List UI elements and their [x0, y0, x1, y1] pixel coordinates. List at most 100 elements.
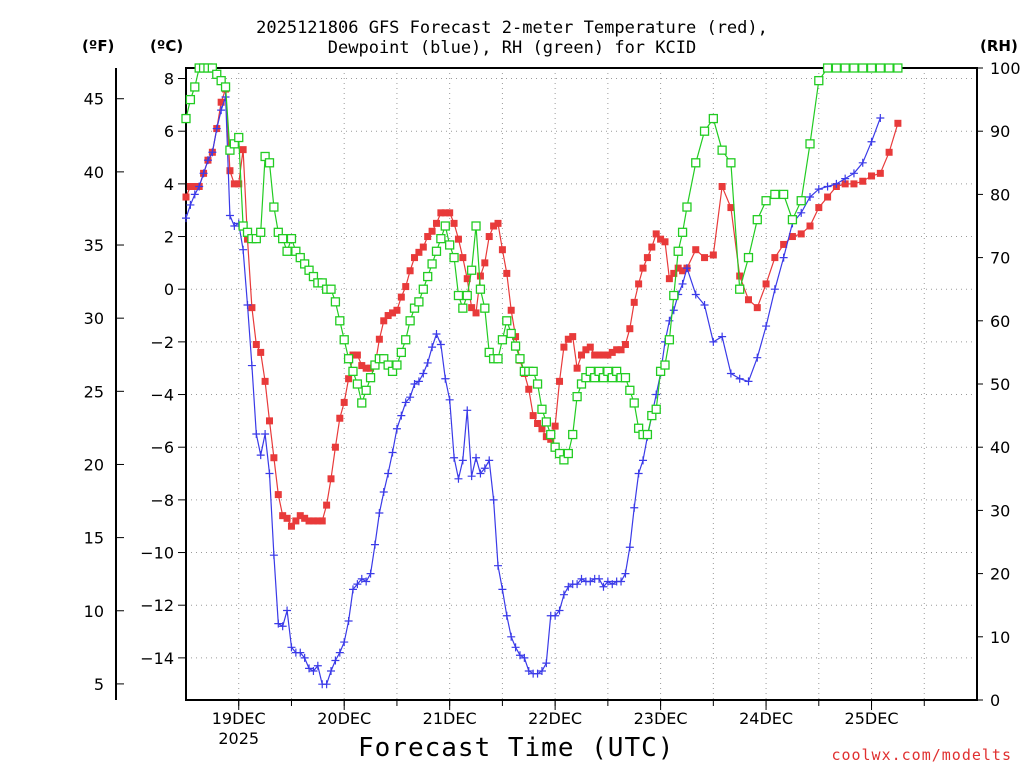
rh-tick-label: 90 — [990, 122, 1010, 141]
temperature-point — [336, 414, 344, 422]
celsius-tick-label: −6 — [150, 438, 174, 457]
rh-point — [445, 240, 455, 250]
temperature-point — [459, 254, 467, 262]
temperature-point — [283, 514, 291, 522]
rh-point — [752, 215, 762, 225]
dewpoint-point — [524, 667, 533, 676]
rh-point — [875, 63, 885, 73]
dewpoint-point — [858, 158, 867, 167]
dewpoint-point — [375, 509, 384, 518]
dewpoint-point — [797, 208, 806, 217]
dewpoint-point — [621, 569, 630, 578]
temperature-point — [230, 180, 238, 188]
rh-point — [805, 139, 815, 149]
dewpoint-point — [370, 540, 379, 549]
celsius-tick-label: −2 — [150, 333, 174, 352]
temperature-point — [762, 280, 770, 288]
rh-point — [466, 265, 477, 275]
rh-point — [502, 316, 512, 326]
dewpoint-point — [608, 580, 617, 589]
dewpoint-point — [599, 582, 608, 591]
dewpoint-line — [185, 96, 881, 685]
temperature-point — [397, 293, 405, 301]
fahrenheit-tick-label: 25 — [84, 382, 104, 401]
celsius-tick-label: −4 — [150, 386, 174, 405]
dewpoint-point — [261, 430, 270, 439]
fahrenheit-tick-label: 45 — [84, 90, 104, 109]
rh-point — [396, 347, 406, 358]
temperature-point — [252, 341, 260, 348]
dewpoint-point — [340, 638, 349, 647]
dewpoint-point — [511, 643, 520, 652]
dewpoint-point — [520, 653, 529, 662]
temperature-point — [270, 454, 278, 462]
rh-point — [335, 316, 345, 326]
temperature-point — [709, 251, 717, 259]
temperature-point — [248, 304, 256, 312]
temperature-point — [450, 219, 458, 227]
dewpoint-point — [559, 590, 568, 599]
dewpoint-point — [515, 651, 524, 660]
dewpoint-point — [397, 411, 406, 420]
rh-point — [264, 158, 275, 168]
dewpoint-point — [274, 619, 283, 628]
rh-point — [537, 404, 547, 414]
rh-point — [660, 360, 670, 370]
temperature-point — [894, 119, 902, 127]
temperature-point — [472, 309, 480, 317]
temperature-point — [419, 243, 427, 251]
temperature-point — [868, 172, 876, 180]
temperature-point — [771, 254, 779, 262]
dewpoint-point — [348, 585, 357, 594]
temperature-point — [481, 259, 489, 267]
rh-point — [515, 354, 525, 364]
temperature-point — [340, 398, 348, 406]
temperature-point — [679, 267, 687, 275]
temperature-point — [424, 233, 432, 241]
dewpoint-point — [287, 643, 296, 652]
dewpoint-point — [344, 617, 353, 625]
temperature-point — [815, 204, 823, 212]
rh-point — [348, 366, 358, 377]
temperature-point — [626, 325, 634, 333]
temperature-point — [547, 435, 555, 443]
dewpoint-point — [269, 551, 278, 560]
dewpoint-point — [502, 611, 511, 620]
rh-point — [664, 335, 675, 345]
dewpoint-point — [362, 577, 371, 586]
dewpoint-point — [357, 574, 366, 583]
dewpoint-point — [392, 424, 401, 433]
temperature-point — [375, 335, 383, 343]
temperature-point — [318, 517, 326, 525]
dewpoint-point — [832, 179, 841, 188]
celsius-tick-label: −14 — [140, 649, 174, 668]
temperature-point — [595, 351, 603, 359]
dewpoint-point — [770, 285, 779, 294]
rh-point — [761, 196, 771, 206]
dewpoint-point — [533, 669, 542, 678]
dewpoint-point — [665, 316, 674, 325]
temperature-point — [314, 517, 322, 525]
dewpoint-point — [423, 358, 432, 367]
date-tick-label: 22DEC — [528, 709, 582, 728]
rh-point — [286, 233, 297, 244]
dewpoint-point — [617, 577, 626, 586]
temperature-point — [498, 246, 506, 254]
temperature-point — [406, 267, 414, 275]
dewpoint-point — [806, 193, 815, 202]
dewpoint-point — [498, 585, 507, 594]
source-credit: coolwx.com/modelts — [831, 746, 1012, 764]
temperature-point — [573, 364, 581, 372]
rh-point — [234, 132, 244, 143]
dewpoint-point — [366, 569, 375, 578]
temperature-point — [490, 222, 498, 230]
temperature-point — [309, 517, 317, 525]
temperature-point — [780, 240, 788, 248]
dewpoint-point — [199, 169, 208, 178]
dewpoint-point — [384, 469, 393, 478]
dewpoint-point — [779, 253, 788, 262]
temperature-point — [191, 183, 199, 190]
temperature-point — [463, 275, 471, 283]
dewpoint-point — [353, 580, 362, 589]
temperature-point — [586, 343, 594, 351]
